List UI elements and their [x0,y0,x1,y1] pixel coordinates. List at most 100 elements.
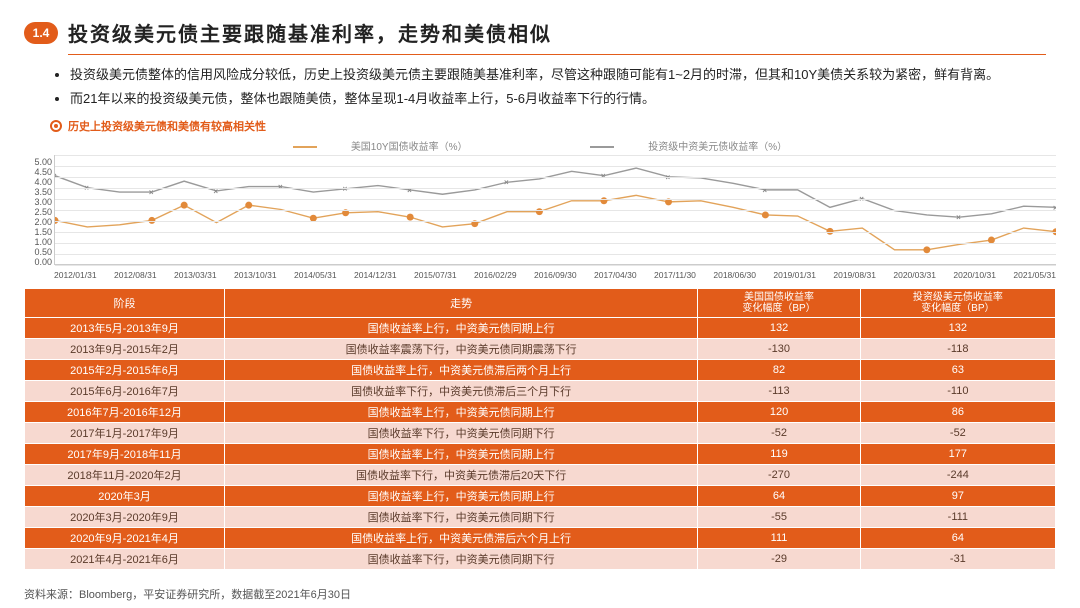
table-cell: -29 [698,549,860,570]
gridline [55,210,1056,211]
table-cell: 97 [860,486,1055,507]
table-row: 2017年9月-2018年11月国债收益率上行，中资美元债同期上行119177 [25,444,1056,465]
bullet-item: 而21年以来的投资级美元债，整体也跟随美债，整体呈现1-4月收益率上行，5-6月… [70,89,1046,109]
chart-marker-dot [245,202,252,209]
table-cell: 63 [860,360,1055,381]
chart-marker-x: × [343,185,348,194]
bullet-item: 投资级美元债整体的信用风险成分较低，历史上投资级美元债主要跟随美基准利率，尽管这… [70,65,1046,85]
table-cell: -244 [860,465,1055,486]
slide-title: 投资级美元债主要跟随基准利率，走势和美债相似 [68,18,552,47]
table-cell: 国债收益率上行，中资美元债同期上行 [225,486,698,507]
chart-marker-x: × [149,188,154,197]
table-cell: 2015年6月-2016年7月 [25,381,225,402]
table-cell: 64 [860,528,1055,549]
x-tick: 2013/03/31 [174,270,217,280]
x-tick: 2012/01/31 [54,270,97,280]
x-tick: 2014/12/31 [354,270,397,280]
gridline [55,221,1056,222]
y-tick: 3.50 [24,187,52,197]
table-header-cell: 美国国债收益率变化幅度（BP） [698,289,860,318]
table-row: 2013年5月-2013年9月国债收益率上行，中资美元债同期上行132132 [25,318,1056,339]
line-chart: ×××××××××××××× [54,155,1056,265]
table-cell: 国债收益率下行，中资美元债滞后20天下行 [225,465,698,486]
x-tick: 2012/08/31 [114,270,157,280]
source-note: 资料来源：Bloomberg，平安证券研究所，数据截至2021年6月30日 [24,586,351,602]
table-cell: 2021年4月-2021年6月 [25,549,225,570]
bullet-list: 投资级美元债整体的信用风险成分较低，历史上投资级美元债主要跟随美基准利率，尽管这… [54,65,1046,108]
table-cell: 国债收益率上行，中资美元债同期上行 [225,318,698,339]
table-row: 2015年6月-2016年7月国债收益率下行，中资美元债滞后三个月下行-113-… [25,381,1056,402]
chart-marker-dot [923,246,930,253]
x-tick: 2019/08/31 [833,270,876,280]
x-tick: 2017/11/30 [654,270,696,280]
chart-marker-dot [407,214,414,221]
table-cell: 2020年3月 [25,486,225,507]
table-cell: -111 [860,507,1055,528]
indicator-icon [50,120,62,132]
table-cell: 国债收益率震荡下行，中资美元债同期震荡下行 [225,339,698,360]
y-tick: 1.00 [24,237,52,247]
table-cell: -118 [860,339,1055,360]
table-cell: 82 [698,360,860,381]
table-row: 2016年7月-2016年12月国债收益率上行，中资美元债同期上行12086 [25,402,1056,423]
slide-header: 1.4 投资级美元债主要跟随基准利率，走势和美债相似 [24,18,1056,47]
table-cell: -113 [698,381,860,402]
x-tick: 2020/03/31 [893,270,936,280]
legend-item: 美国10Y国债收益率（%） [263,142,498,153]
gridline [55,232,1056,233]
title-rule [68,54,1046,55]
table-cell: 64 [698,486,860,507]
chart-subtitle: 历史上投资级美元债和美债有较高相关性 [50,118,1056,134]
chart-area: 5.004.504.003.503.002.502.001.501.000.50… [24,155,1056,267]
table-cell: -130 [698,339,860,360]
table-cell: 120 [698,402,860,423]
table-cell: 86 [860,402,1055,423]
y-axis-labels: 5.004.504.003.503.002.502.001.501.000.50… [24,155,54,267]
gridline [55,243,1056,244]
table-row: 2020年3月-2020年9月国债收益率下行，中资美元债同期下行-55-111 [25,507,1056,528]
table-cell: 2020年9月-2021年4月 [25,528,225,549]
gridline [55,254,1056,255]
y-tick: 0.00 [24,257,52,267]
section-badge: 1.4 [24,22,58,44]
table-cell: 国债收益率下行，中资美元债滞后三个月下行 [225,381,698,402]
y-tick: 1.50 [24,227,52,237]
table-cell: 2013年9月-2015年2月 [25,339,225,360]
table-cell: 国债收益率上行，中资美元债同期上行 [225,444,698,465]
gridline [55,265,1056,266]
chart-marker-dot [181,202,188,209]
legend-swatch [590,146,614,148]
x-tick: 2017/04/30 [594,270,637,280]
table-header-row: 阶段走势美国国债收益率变化幅度（BP）投资级美元债收益率变化幅度（BP） [25,289,1056,318]
table-cell: 国债收益率上行，中资美元债滞后两个月上行 [225,360,698,381]
table-header-cell: 走势 [225,289,698,318]
table-cell: -31 [860,549,1055,570]
table-cell: 119 [698,444,860,465]
table-cell: 177 [860,444,1055,465]
table-cell: -55 [698,507,860,528]
table-row: 2020年9月-2021年4月国债收益率上行，中资美元债滞后六个月上行11164 [25,528,1056,549]
x-tick: 2020/10/31 [953,270,996,280]
gridline [55,177,1056,178]
table-header-cell: 投资级美元债收益率变化幅度（BP） [860,289,1055,318]
x-tick: 2021/05/31 [1013,270,1056,280]
y-tick: 4.50 [24,167,52,177]
table-cell: 国债收益率下行，中资美元债同期下行 [225,549,698,570]
gridline [55,199,1056,200]
x-tick: 2019/01/31 [773,270,816,280]
chart-marker-dot [762,211,769,218]
table-row: 2017年1月-2017年9月国债收益率下行，中资美元债同期下行-52-52 [25,423,1056,444]
table-cell: 国债收益率下行，中资美元债同期下行 [225,423,698,444]
table-cell: 国债收益率上行，中资美元债滞后六个月上行 [225,528,698,549]
table-cell: -110 [860,381,1055,402]
x-tick: 2016/09/30 [534,270,577,280]
gridline [55,188,1056,189]
chart-subtitle-text: 历史上投资级美元债和美债有较高相关性 [68,118,266,134]
table-row: 2020年3月国债收益率上行，中资美元债同期上行6497 [25,486,1056,507]
x-tick: 2013/10/31 [234,270,277,280]
chart-line [55,195,1056,249]
chart-marker-x: × [504,178,509,187]
table-cell: 111 [698,528,860,549]
table-cell: 2015年2月-2015年6月 [25,360,225,381]
table-row: 2013年9月-2015年2月国债收益率震荡下行，中资美元债同期震荡下行-130… [25,339,1056,360]
